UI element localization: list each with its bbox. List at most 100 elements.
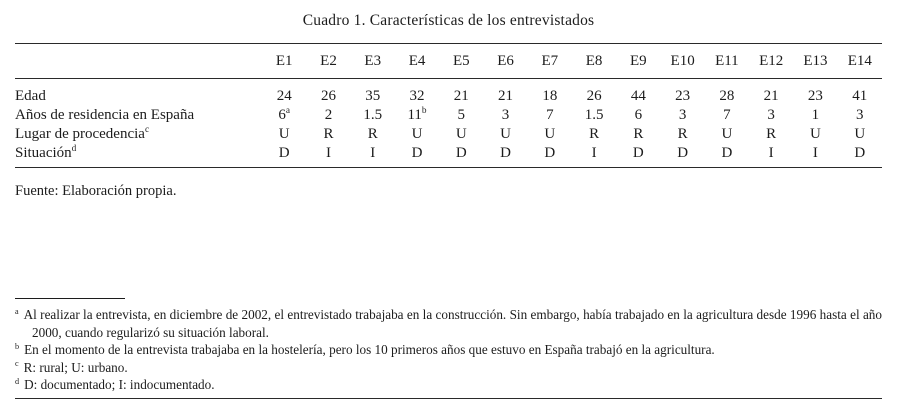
table-cell: 1.5: [584, 107, 604, 123]
table-cell: 23: [675, 88, 691, 104]
footnote-text: En el momento de la entrevista trabajaba…: [24, 342, 715, 357]
footnote: d D: documentado; I: indocumentado.: [15, 376, 882, 394]
table-title: Cuadro 1. Características de los entrevi…: [302, 12, 595, 29]
column-header: E12: [749, 43, 794, 79]
row-label: Situaciónd: [15, 144, 77, 161]
table-cell: D: [677, 145, 689, 161]
table-cell: 21: [498, 88, 514, 104]
table-cell: 3: [501, 107, 510, 123]
footnote: b En el momento de la entrevista trabajab…: [15, 341, 882, 359]
table-cell: D: [854, 145, 866, 161]
column-header: E7: [527, 43, 572, 79]
row-label: Años de residencia en España: [15, 107, 195, 123]
table-cell: U: [721, 126, 733, 142]
table-cell: R: [367, 126, 378, 142]
table-cell: I: [812, 145, 818, 161]
table-cell: 44: [630, 88, 646, 104]
footnote-text: D: documentado; I: indocumentado.: [24, 377, 215, 392]
table-row: Lugar de procedenciac U R R U U U U R R R U R U U: [15, 125, 882, 144]
footnote-text: Al realizar la entrevista, en diciembre …: [23, 307, 882, 340]
column-header: E6: [483, 43, 528, 79]
corner-cell: [15, 43, 263, 79]
table-cell: 3: [767, 107, 775, 123]
characteristics-table: E1 E2 E3 E4 E5 E6 E7 E8 E9 E10 E11 E12 E13 E14 Edad 24…: [15, 43, 882, 168]
table-cell: U: [455, 126, 467, 142]
footnote-marker: b: [15, 341, 20, 351]
column-header: E10: [660, 43, 705, 79]
footnote-marker: d: [15, 376, 20, 386]
table-cell: U: [500, 126, 511, 142]
table-cell: U: [854, 126, 866, 142]
table-cell: D: [411, 145, 423, 161]
footnote-marker: a: [15, 306, 19, 316]
table-cell: 32: [409, 88, 425, 104]
footnote: c R: rural; U: urbano.: [15, 359, 882, 377]
column-header: E9: [616, 43, 661, 79]
footnotes-list: a Al realizar la entrevista, en diciembre…: [15, 306, 882, 394]
table-cell: D: [455, 145, 467, 161]
bottom-rule: [15, 397, 882, 399]
table-cell: 26: [586, 88, 602, 104]
table-cell: R: [589, 126, 600, 142]
table-cell: 6a: [278, 106, 291, 123]
table-cell: I: [325, 145, 331, 161]
table-cell: 23: [807, 88, 823, 104]
table-cell: 7: [723, 107, 731, 123]
row-label: Edad: [15, 88, 46, 104]
table-cell: U: [809, 126, 821, 142]
table-cell: 3: [856, 107, 864, 123]
table-cell: D: [544, 145, 556, 161]
header-row: E1 E2 E3 E4 E5 E6 E7 E8 E9 E10 E11 E12 E13 E14: [15, 43, 882, 79]
table-cell: 6: [634, 107, 643, 123]
table-cell: 11b: [407, 106, 427, 123]
table-row: Situaciónd D I I D D D D I D D D I I D: [15, 144, 882, 168]
table-cell: 35: [365, 88, 381, 104]
column-header: E5: [439, 43, 484, 79]
table-cell: 28: [719, 88, 735, 104]
table-cell: D: [500, 145, 511, 161]
table-cell: R: [766, 126, 777, 142]
table-cell: I: [591, 145, 597, 161]
column-header: E3: [350, 43, 395, 79]
footnotes-block: a Al realizar la entrevista, en diciembre…: [15, 298, 882, 394]
table-cell: R: [677, 126, 688, 142]
table-cell: D: [278, 145, 290, 161]
table-row: Años de residencia en España 6a 2 1.5 11b 5 3 7…: [15, 106, 882, 125]
table-cell: 7: [546, 107, 554, 123]
table-cell: 21: [763, 88, 779, 104]
table-cell: 18: [542, 88, 558, 104]
table-cell: 24: [276, 88, 292, 104]
column-header: E1: [262, 43, 307, 79]
column-header: E14: [837, 43, 882, 79]
table-cell: D: [632, 145, 644, 161]
column-header: E8: [571, 43, 617, 79]
column-header: E13: [793, 43, 838, 79]
table-cell: D: [721, 145, 733, 161]
table-cell: 2: [324, 107, 333, 123]
table-cell: U: [411, 126, 423, 142]
table-cell: 3: [678, 107, 687, 123]
table-cell: I: [768, 145, 774, 161]
table-cell: 5: [457, 107, 466, 123]
table-cell: 21: [453, 88, 469, 104]
column-header: E11: [704, 43, 750, 79]
table-cell: 41: [852, 88, 868, 104]
row-label: Lugar de procedenciac: [15, 125, 150, 142]
table-cell: 26: [320, 88, 336, 104]
table-cell: U: [544, 126, 556, 142]
table-cell: R: [323, 126, 334, 142]
table-cell: I: [370, 145, 376, 161]
footnote: a Al realizar la entrevista, en diciembre…: [15, 306, 882, 341]
table-cell: 1.5: [363, 107, 383, 123]
table-cell: U: [278, 126, 290, 142]
footnote-text: R: rural; U: urbano.: [23, 359, 128, 375]
column-header: E4: [394, 43, 440, 79]
table-row: Edad 24 26 35 32 21 21 18 26 44 23 28 21 23 41: [15, 79, 882, 107]
footnote-marker: c: [15, 359, 19, 369]
source-note: Fuente: Elaboración propia.: [15, 183, 177, 199]
footnote-separator: [15, 298, 125, 299]
column-header: E2: [306, 43, 351, 79]
table-cell: R: [633, 126, 644, 142]
table-cell: 1: [811, 107, 820, 123]
